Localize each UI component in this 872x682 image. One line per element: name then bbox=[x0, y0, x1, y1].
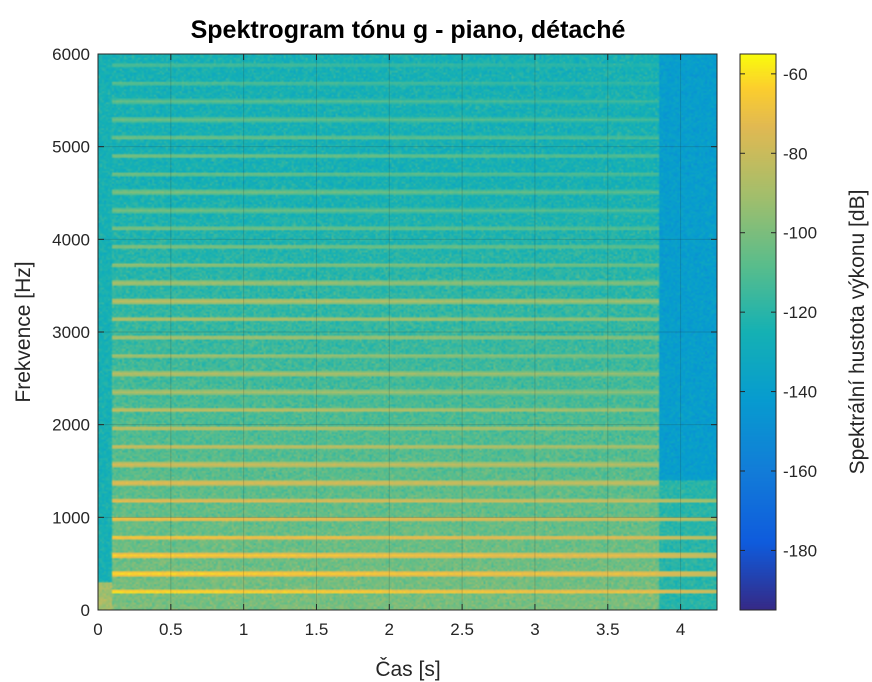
colorbar-gradient bbox=[740, 54, 776, 610]
colorbar-ticks: -60 -80 -100 -120 -140 -160 -180 bbox=[740, 65, 817, 560]
y-tick-label: 6000 bbox=[52, 45, 90, 64]
x-tick-label: 3 bbox=[530, 620, 539, 639]
y-tick-label: 1000 bbox=[52, 508, 90, 527]
plot-area: 0 0.5 1 1.5 2 2.5 3 3.5 4 0 1000 2000 3000 4000 5000 6… bbox=[52, 45, 718, 639]
x-tick-label: 0 bbox=[93, 620, 102, 639]
x-axis: 0 0.5 1 1.5 2 2.5 3 3.5 4 bbox=[93, 54, 685, 639]
colorbar-tick-label: -160 bbox=[783, 462, 817, 481]
colorbar-tick-label: -120 bbox=[783, 303, 817, 322]
x-axis-label: Čas [s] bbox=[375, 658, 440, 681]
y-tick-label: 3000 bbox=[52, 323, 90, 342]
colorbar-tick-label: -180 bbox=[783, 541, 817, 560]
y-tick-label: 0 bbox=[81, 601, 90, 620]
chart-title: Spektrogram tónu g - piano, détaché bbox=[191, 16, 626, 44]
x-tick-label: 3.5 bbox=[596, 620, 620, 639]
x-tick-label: 0.5 bbox=[159, 620, 183, 639]
y-axis: 0 1000 2000 3000 4000 5000 6000 bbox=[52, 45, 717, 620]
colorbar-frame bbox=[739, 53, 777, 611]
colorbar-tick-label: -140 bbox=[783, 383, 817, 402]
y-tick-label: 4000 bbox=[52, 230, 90, 249]
colorbar-tick-label: -60 bbox=[783, 65, 808, 84]
colorbar-tick-label: -80 bbox=[783, 144, 808, 163]
y-tick-label: 5000 bbox=[52, 138, 90, 157]
x-tick-label: 1.5 bbox=[305, 620, 329, 639]
x-tick-label: 4 bbox=[676, 620, 685, 639]
colorbar-label: Spektrální hustota výkonu [dB] bbox=[846, 190, 869, 475]
colorbar-tick-label: -100 bbox=[783, 224, 817, 243]
spectrogram-heatmap bbox=[98, 54, 717, 610]
y-tick-label: 2000 bbox=[52, 416, 90, 435]
x-tick-label: 1 bbox=[239, 620, 248, 639]
y-axis-label: Frekvence [Hz] bbox=[12, 261, 35, 402]
x-tick-label: 2 bbox=[385, 620, 394, 639]
x-tick-label: 2.5 bbox=[450, 620, 474, 639]
colorbar: -60 -80 -100 -120 -140 -160 -180 bbox=[739, 53, 817, 611]
